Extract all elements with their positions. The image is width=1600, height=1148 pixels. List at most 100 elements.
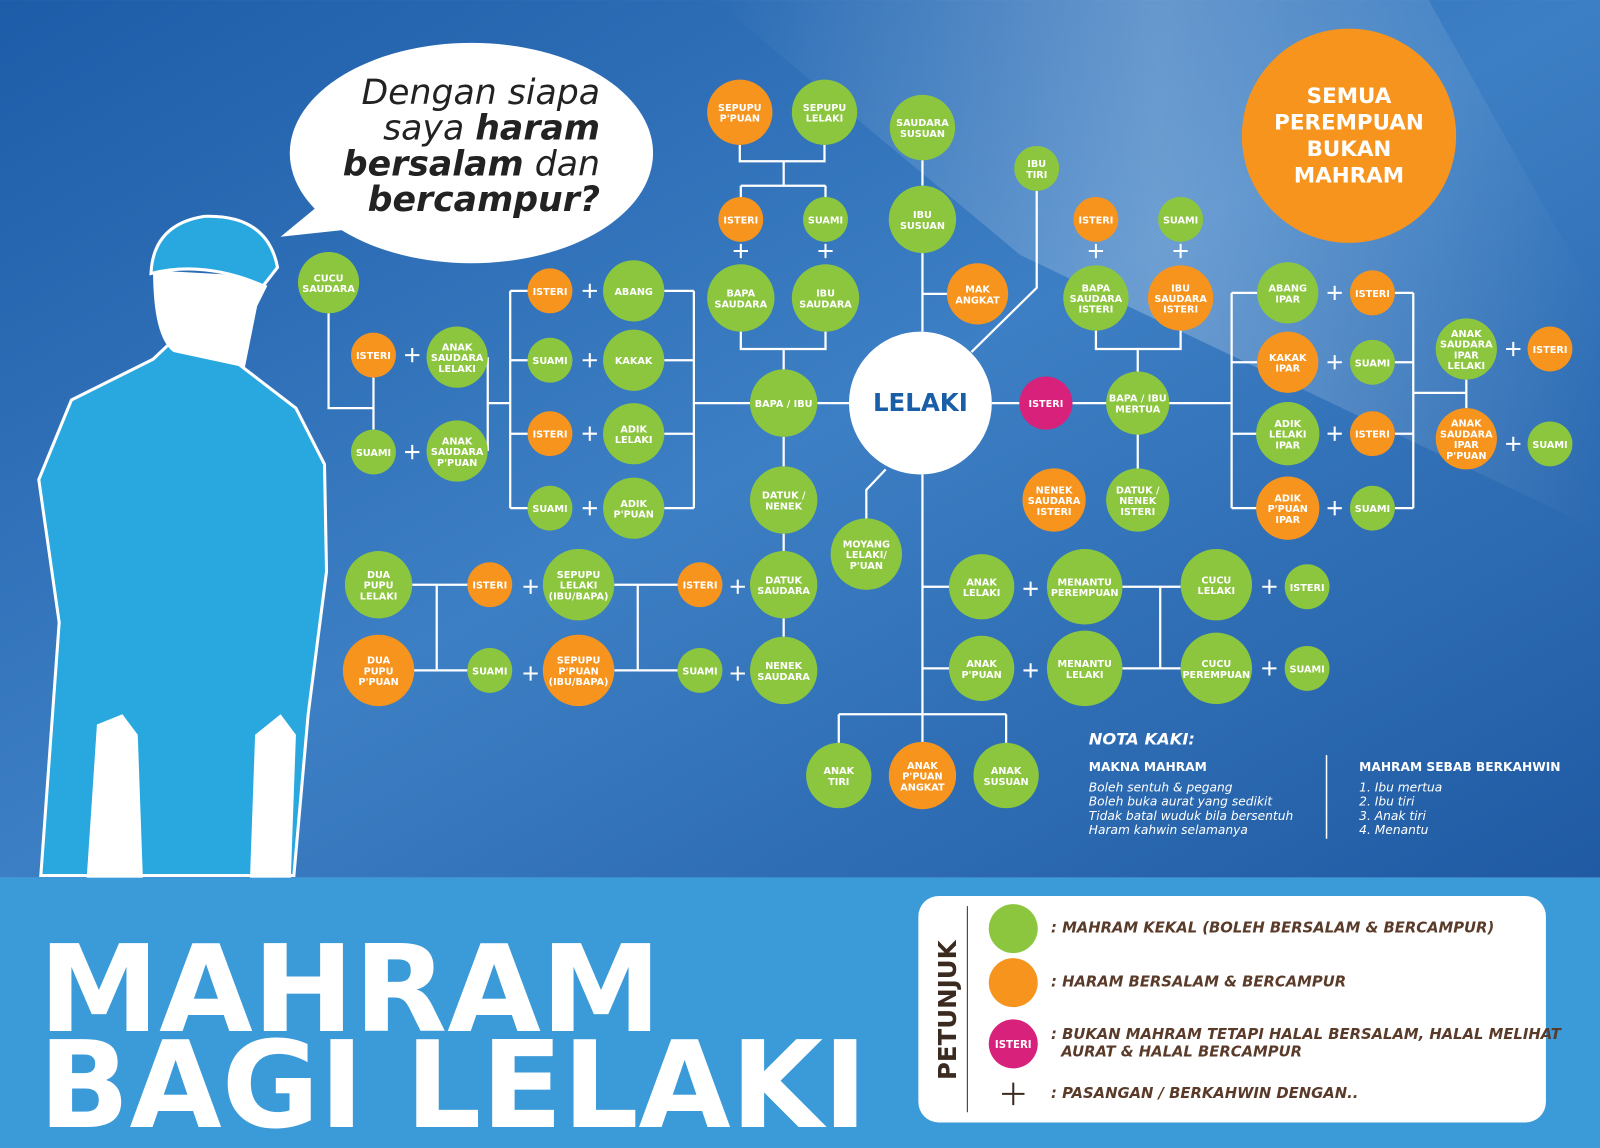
- node-label: SAUDARA: [757, 586, 810, 597]
- node-label: ISTERI: [1533, 345, 1568, 356]
- node-label: MOYANG: [843, 539, 890, 550]
- node-label: PEREMPUAN: [1182, 670, 1250, 681]
- node: [948, 554, 1015, 620]
- node: [946, 263, 1009, 325]
- node: [1180, 632, 1253, 705]
- node-label: P'PUAN: [558, 666, 598, 677]
- legend-box: [918, 895, 1546, 1123]
- node: [603, 329, 665, 391]
- node-label: LELAKI: [1269, 430, 1307, 441]
- node-label: IBU: [1171, 283, 1190, 294]
- node-label: KAKAK: [615, 356, 653, 367]
- hands: [86, 714, 296, 878]
- node-label: ISTERI: [723, 215, 758, 226]
- node-label: SEPUPU: [803, 103, 847, 114]
- legend-heading: PETUNJUK: [933, 939, 962, 1080]
- node-label: ISTERI: [533, 287, 568, 298]
- node-label: MERTUA: [1115, 404, 1160, 415]
- node: [1435, 318, 1497, 380]
- legend-symbol: [988, 1019, 1038, 1069]
- legend: PETUNJUK: MAHRAM KEKAL (BOLEH BERSALAM &…: [918, 895, 1563, 1123]
- connector: [327, 313, 374, 410]
- node: [426, 420, 488, 482]
- node-label: SUAMI: [1163, 215, 1198, 226]
- node-label: ISTERI: [1078, 305, 1113, 316]
- node-label: SUAMI: [356, 448, 391, 459]
- plus-sign: [1023, 581, 1038, 596]
- node: [830, 518, 903, 590]
- node-label: NENEK: [1119, 496, 1156, 507]
- node-label: ABANG: [1269, 284, 1307, 295]
- node-label: IBU: [1027, 159, 1046, 170]
- node-label: IPAR: [1275, 440, 1300, 451]
- node-label: CUCU: [1201, 575, 1231, 586]
- plus-sign: [1506, 341, 1521, 357]
- legend-text: AURAT & HALAL BERCAMPUR: [1051, 1044, 1302, 1061]
- connector: [865, 468, 887, 521]
- node: [806, 742, 872, 809]
- node: [1257, 262, 1319, 324]
- plus-sign: [1023, 663, 1038, 678]
- node-label: SAUDARA: [799, 299, 852, 310]
- node-label: IBU: [913, 210, 932, 221]
- node-label: DUA: [367, 570, 391, 581]
- plus-sign: [1327, 501, 1342, 516]
- node-label: BAPA / IBU: [1109, 394, 1167, 405]
- node: [542, 634, 615, 707]
- node-label: TIRI: [828, 777, 849, 788]
- node-label: ANAK: [966, 659, 997, 670]
- node: [973, 742, 1039, 809]
- node-label: SAUDARA: [431, 447, 484, 458]
- node-label: PUPU: [364, 666, 394, 677]
- node: [344, 551, 413, 619]
- node-label: LELAKI: [1066, 670, 1104, 681]
- node-label: BAPA: [1082, 283, 1111, 294]
- plus-sign: [405, 347, 420, 363]
- node-label: ISTERI: [356, 351, 391, 362]
- plus-sign: [582, 501, 597, 516]
- plus-sign: [1327, 426, 1342, 441]
- node-label: ISTERI: [1355, 430, 1390, 441]
- node: [603, 260, 665, 322]
- node: [1284, 645, 1330, 691]
- notes-line: 1. Ibu mertua: [1359, 780, 1442, 794]
- plus-sign: [1327, 285, 1342, 301]
- node: [1106, 371, 1170, 435]
- node-label: SUAMI: [532, 504, 567, 515]
- node: [297, 252, 360, 314]
- node: [750, 636, 818, 705]
- node-label: SUAMI: [1289, 664, 1324, 675]
- node-label: SUSUAN: [900, 221, 945, 232]
- node: [750, 551, 818, 619]
- node: [527, 268, 573, 314]
- bubble-tail: [280, 199, 347, 237]
- node: [1350, 411, 1395, 457]
- plus-sign: [818, 243, 833, 259]
- legend-text: : HARAM BERSALAM & BERCAMPUR: [1051, 974, 1346, 991]
- plus-sign: [733, 243, 748, 259]
- node: [1046, 630, 1123, 707]
- node-label: P'PUAN: [1446, 451, 1486, 462]
- connector: [970, 190, 1038, 353]
- face: [153, 270, 268, 368]
- plus-sign: [730, 579, 745, 594]
- node-label: DATUK: [765, 575, 802, 586]
- node: [351, 332, 396, 378]
- node: [707, 79, 773, 145]
- node-label: ANAK: [442, 436, 473, 447]
- plus-sign: [1327, 355, 1342, 370]
- node-label: ISTERI: [1078, 215, 1113, 226]
- node-label: BAPA / IBU: [755, 399, 813, 410]
- node-label: ISTERI: [1120, 507, 1155, 518]
- node-label: BUKAN: [1307, 137, 1392, 162]
- bubble-line: bercampur?: [368, 180, 600, 220]
- node-label: SEMUA: [1307, 84, 1392, 109]
- node-label: ABANG: [614, 287, 652, 298]
- node-label: BAPA: [727, 289, 756, 300]
- node-label: LELAKI: [873, 388, 968, 417]
- bubble-line: Dengan siapa: [361, 73, 600, 113]
- node-label: SAUDARA: [302, 284, 355, 295]
- node: [718, 196, 764, 242]
- connector: [739, 161, 827, 197]
- node: [1147, 265, 1214, 331]
